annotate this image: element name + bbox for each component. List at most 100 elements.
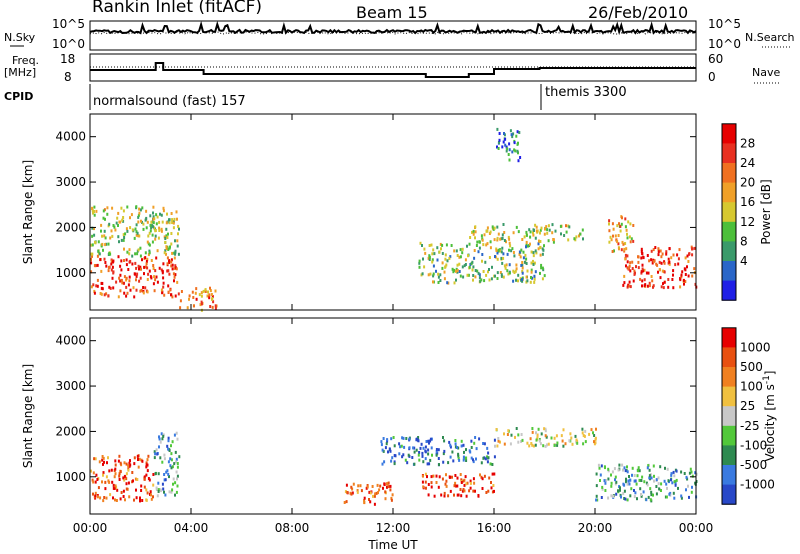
colorbar-segment <box>722 484 736 505</box>
data-cell <box>162 434 165 438</box>
data-cell <box>541 247 544 251</box>
data-cell <box>175 267 178 271</box>
data-cell <box>628 235 631 239</box>
data-cell <box>158 229 161 232</box>
data-cell <box>620 248 623 252</box>
data-cell <box>506 147 509 151</box>
data-cell <box>497 147 500 150</box>
data-cell <box>645 498 648 502</box>
data-cell <box>113 487 116 490</box>
data-cell <box>686 477 689 481</box>
data-cell <box>168 218 171 222</box>
data-cell <box>469 486 472 490</box>
data-cell <box>111 234 114 238</box>
data-cell <box>114 228 117 232</box>
data-cell <box>570 436 573 440</box>
data-cell <box>521 261 524 264</box>
data-cell <box>640 493 642 496</box>
data-cell <box>369 491 372 495</box>
data-cell <box>535 229 538 233</box>
data-cell <box>447 281 450 285</box>
data-cell <box>90 243 93 247</box>
data-cell <box>631 260 634 264</box>
data-cell <box>546 231 549 235</box>
data-cell <box>424 480 427 484</box>
data-cell <box>487 270 489 274</box>
data-cell <box>663 260 666 264</box>
data-cell <box>103 234 106 238</box>
data-cell <box>176 462 179 465</box>
data-cell <box>118 474 121 478</box>
data-cell <box>90 261 93 265</box>
data-cell <box>428 255 431 259</box>
data-cell <box>147 477 150 480</box>
data-cell <box>179 306 182 310</box>
data-cell <box>211 305 214 309</box>
data-cell <box>173 275 176 279</box>
data-cell <box>607 477 610 481</box>
data-cell <box>166 262 169 266</box>
data-cell <box>497 439 500 443</box>
data-cell <box>117 459 120 463</box>
data-cell <box>628 280 631 284</box>
data-cell <box>604 466 606 470</box>
data-cell <box>385 442 388 446</box>
data-cell <box>616 224 619 228</box>
data-cell <box>139 246 142 250</box>
data-cell <box>145 473 148 477</box>
data-cell <box>657 247 660 251</box>
data-cell <box>94 494 97 498</box>
data-cell <box>404 458 407 462</box>
data-cell <box>443 491 446 495</box>
data-cell <box>101 242 104 246</box>
data-cell <box>466 244 468 248</box>
data-cell <box>443 494 446 498</box>
power-colorbar-label: Power [dB] <box>759 179 773 244</box>
data-cell <box>650 476 653 480</box>
data-cell <box>624 242 627 245</box>
data-cell <box>173 279 175 283</box>
data-cell <box>126 229 129 233</box>
data-cell <box>127 464 130 468</box>
data-cell <box>107 242 110 246</box>
data-cell <box>429 437 432 441</box>
data-cell <box>651 279 654 283</box>
data-cell <box>489 462 492 466</box>
data-cell <box>351 491 354 495</box>
data-cell <box>567 238 570 242</box>
data-cell <box>451 475 453 479</box>
data-cell <box>565 230 568 234</box>
data-cell <box>642 256 645 260</box>
data-cell <box>155 222 158 226</box>
data-cell <box>158 437 161 441</box>
data-cell <box>541 252 544 256</box>
data-cell <box>622 283 625 287</box>
data-cell <box>120 279 123 283</box>
data-cell <box>683 472 686 475</box>
data-cell <box>529 230 532 234</box>
data-cell <box>641 279 644 283</box>
data-cell <box>665 252 668 256</box>
data-cell <box>462 443 465 447</box>
colorbar-tick-label: 12 <box>740 215 755 229</box>
data-cell <box>679 278 682 282</box>
data-cell <box>509 244 512 248</box>
data-cell <box>103 293 106 297</box>
data-cell <box>526 441 529 445</box>
data-cell <box>617 242 620 246</box>
data-cell <box>662 286 665 290</box>
data-cell <box>122 489 125 493</box>
data-cell <box>687 484 689 488</box>
data-cell <box>507 272 510 276</box>
data-cell <box>149 229 152 233</box>
data-cell <box>169 288 172 292</box>
data-cell <box>100 281 103 285</box>
data-cell <box>463 264 466 268</box>
data-cell <box>129 463 132 467</box>
data-cell <box>93 227 95 231</box>
data-cell <box>175 457 178 461</box>
data-cell <box>690 470 693 474</box>
data-cell <box>448 440 451 444</box>
data-cell <box>624 217 627 221</box>
